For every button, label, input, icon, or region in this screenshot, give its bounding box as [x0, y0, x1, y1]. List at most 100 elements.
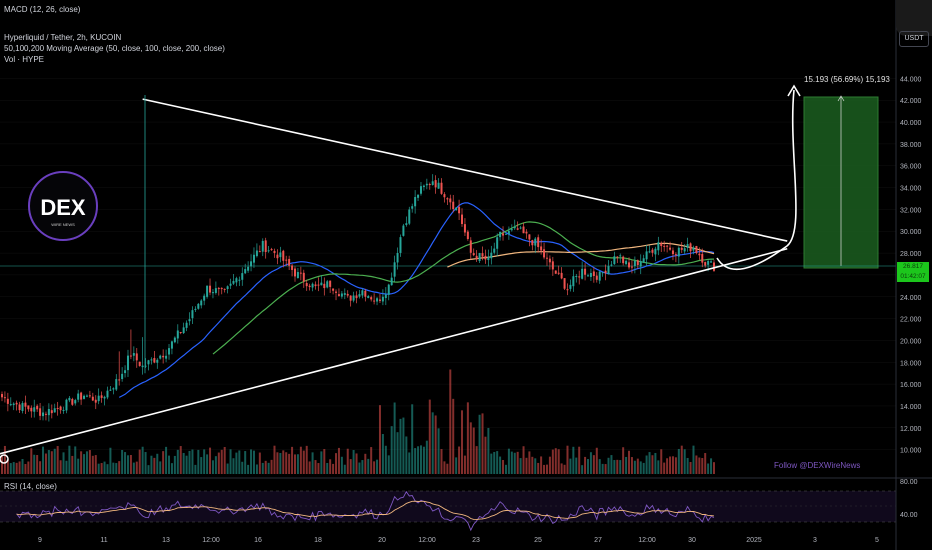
candle-body: [683, 248, 686, 252]
time-tick-label: 11: [100, 537, 107, 544]
volume-bar: [1, 454, 3, 474]
candle-body: [405, 223, 408, 225]
candle-body: [18, 404, 21, 411]
candle-body: [592, 271, 595, 277]
volume-bar: [376, 459, 379, 474]
volume-bar: [308, 461, 311, 474]
candle-body: [100, 395, 103, 398]
candle-body: [305, 283, 308, 287]
candle-body: [455, 207, 458, 211]
volume-bar: [525, 457, 528, 474]
volume-bar: [294, 454, 296, 474]
price-tick-label: 16.000: [900, 382, 922, 389]
volume-bar: [393, 402, 396, 474]
volume-bar: [402, 417, 405, 474]
time-tick-label: 12:00: [418, 537, 436, 544]
volume-bar: [610, 455, 613, 474]
candle-body: [399, 237, 402, 253]
candle-body: [598, 271, 601, 281]
candle-body: [443, 194, 446, 198]
candle-body: [255, 250, 258, 257]
volume-bar: [141, 446, 144, 474]
volume-bar: [173, 455, 176, 474]
volume-bar: [443, 461, 446, 474]
candle-body: [587, 275, 589, 277]
candle-body: [364, 290, 367, 297]
candle-body: [452, 201, 455, 210]
macd-label[interactable]: MACD (12, 26, close): [4, 5, 81, 14]
candle-body: [264, 240, 267, 253]
volume-bar: [323, 449, 326, 474]
candle-body: [490, 252, 493, 259]
currency-button[interactable]: USDT: [899, 31, 929, 47]
candle-body: [507, 230, 510, 235]
projection-path[interactable]: [716, 89, 797, 271]
time-axis[interactable]: 9 11 13 12:00 16 18 20 12:00 23 25 27 12:00 30 2025 3 5: [38, 537, 879, 544]
candle-body: [203, 295, 206, 301]
volume-bar: [419, 445, 422, 474]
volume-bar: [642, 462, 645, 474]
volume-bar: [182, 452, 185, 474]
volume-bar: [411, 404, 414, 474]
volume-bar: [446, 463, 449, 474]
candle-body: [604, 270, 607, 274]
volume-bar: [168, 455, 171, 474]
candle-body: [610, 264, 613, 266]
triangle-trendlines[interactable]: [0, 95, 788, 455]
candle-body: [282, 250, 285, 261]
time-tick-label: 27: [594, 537, 602, 544]
volume-bar: [592, 455, 595, 474]
rsi-legend[interactable]: RSI (14, close): [4, 482, 57, 491]
volume-bar: [622, 447, 625, 474]
follow-text: Follow @DEXWireNews: [774, 461, 861, 470]
candle-body: [578, 276, 581, 278]
candle-body: [291, 265, 294, 270]
volume-bar: [267, 462, 270, 474]
candle-body: [194, 308, 197, 310]
volume-bar: [115, 463, 118, 474]
volume-bar: [124, 452, 127, 474]
candle-body: [126, 355, 129, 371]
volume-bar: [80, 451, 83, 474]
moving-average-legend[interactable]: 50,100,200 Moving Average (50, close, 10…: [4, 44, 225, 53]
symbol-title[interactable]: Hyperliquid / Tether, 2h, KUCOIN: [4, 33, 122, 42]
volume-bar: [493, 451, 496, 474]
last-price-tag: 26.817: [897, 262, 929, 272]
volume-bar: [619, 460, 622, 474]
volume-bar: [543, 464, 546, 474]
volume-bar: [671, 456, 674, 474]
volume-bar: [399, 418, 402, 474]
volume-bar: [291, 446, 294, 474]
volume-bar: [305, 445, 308, 474]
candle-body: [499, 231, 502, 238]
time-tick-label: 23: [472, 537, 480, 544]
volume-bar: [712, 462, 715, 474]
volume-bar: [613, 460, 616, 474]
candle-body: [660, 243, 663, 247]
volume-bar: [481, 413, 484, 474]
volume-bar: [103, 461, 106, 474]
volume-bar: [250, 449, 253, 474]
volume-bar: [534, 458, 537, 474]
candle-body: [106, 390, 109, 398]
volume-bar: [197, 449, 200, 474]
candle-body: [156, 359, 159, 363]
candle-body: [97, 395, 100, 402]
volume-legend[interactable]: Vol · HYPE: [4, 55, 45, 64]
candle-body: [475, 255, 478, 260]
volume-bar: [367, 458, 370, 474]
volume-bar: [85, 451, 88, 474]
candle-body: [543, 249, 546, 258]
candle-body: [209, 285, 212, 293]
volume-bar: [507, 448, 510, 474]
chart-grid: [0, 78, 896, 450]
volume-bar: [261, 462, 264, 474]
candle-body: [115, 379, 118, 390]
volume-bar: [302, 450, 305, 474]
volume-bar: [584, 456, 587, 474]
volume-bar: [449, 369, 452, 474]
volume-bar: [229, 449, 232, 474]
volume-bar: [607, 457, 610, 474]
volume-bar: [226, 463, 229, 474]
